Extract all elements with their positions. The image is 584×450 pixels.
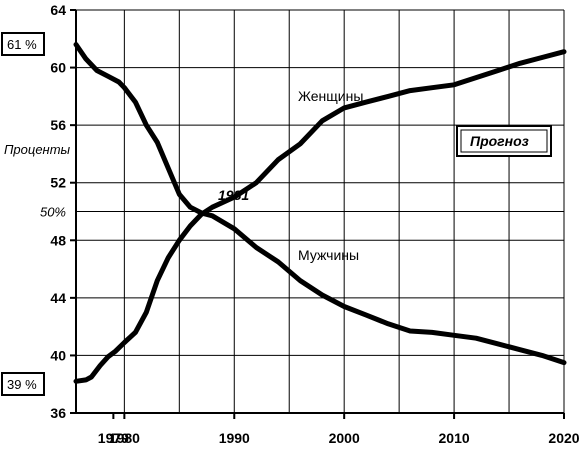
y-tick-label: 52 xyxy=(50,175,66,191)
axes xyxy=(70,9,565,419)
y-tick-label: 56 xyxy=(50,117,66,133)
men-start-box xyxy=(1,32,45,56)
series-line-Женщины xyxy=(73,49,567,384)
forecast-box xyxy=(456,125,552,157)
men-start-value: 61 % xyxy=(7,37,37,52)
crossover-year-label: 1981 xyxy=(218,187,249,203)
fifty-percent-label: 50% xyxy=(40,205,66,220)
series-line-Мужчины xyxy=(73,42,567,366)
y-tick-label: 48 xyxy=(50,232,66,248)
women-start-value: 39 % xyxy=(7,377,37,392)
forecast-box-inner xyxy=(460,129,548,153)
y-axis-label: Проценты xyxy=(4,142,71,157)
women-start-box xyxy=(1,372,45,396)
women-series-label: Женщины xyxy=(298,88,363,104)
x-tick-label: 2000 xyxy=(329,430,360,446)
x-tick-label: 1980 xyxy=(109,430,140,446)
forecast-label: Прогноз xyxy=(470,133,529,149)
men-series-label: Мужчины xyxy=(298,247,359,263)
y-tick-label: 60 xyxy=(50,60,66,76)
series-lines xyxy=(73,42,567,384)
x-tick-label: 2010 xyxy=(439,430,470,446)
x-tick-label: 1990 xyxy=(219,430,250,446)
x-tick-label: 1979 xyxy=(98,430,129,446)
x-tick-label: 2020 xyxy=(548,430,579,446)
y-tick-label: 40 xyxy=(50,347,66,363)
y-tick-label: 36 xyxy=(50,405,66,421)
y-tick-label: 64 xyxy=(50,2,66,18)
y-tick-label: 44 xyxy=(50,290,66,306)
